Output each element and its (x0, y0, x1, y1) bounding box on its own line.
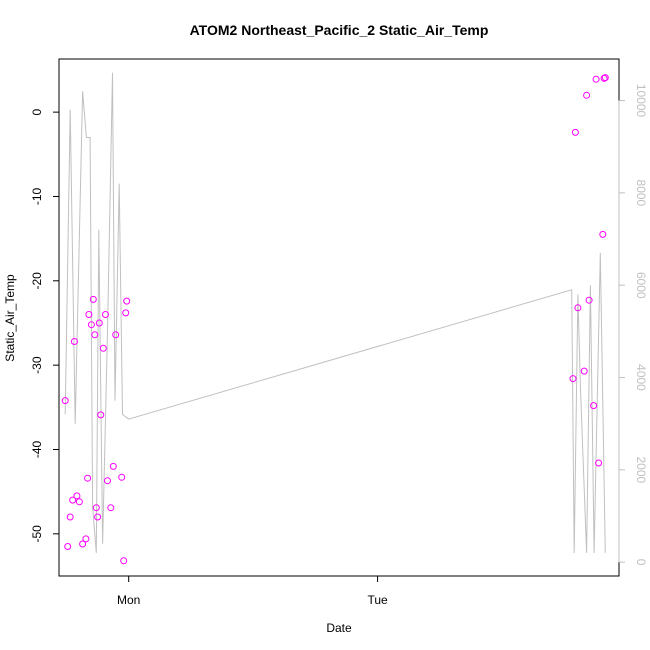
y2-tick-label: 8000 (634, 180, 648, 207)
data-point (64, 543, 72, 550)
y-tick-label: -20 (30, 272, 44, 290)
x-tick-label: Mon (117, 593, 140, 607)
y2-tick-label: 4000 (634, 364, 648, 391)
y-tick-label: -40 (30, 440, 44, 458)
data-point (91, 331, 99, 339)
data-point (120, 557, 128, 565)
data-point (69, 496, 77, 504)
data-point (123, 297, 131, 305)
data-point (592, 75, 600, 83)
chart-title: ATOM2 Northeast_Pacific_2 Static_Air_Tem… (190, 22, 489, 38)
data-point (601, 74, 609, 82)
data-point (590, 402, 598, 410)
axes: 0 -10 -20 -30 -40 -50 0 2000 4000 6000 8000 10000 Mo… (30, 84, 648, 607)
data-point (84, 474, 92, 482)
data-point (580, 367, 588, 375)
data-point (122, 309, 130, 317)
data-point (109, 462, 117, 470)
data-point (66, 513, 74, 521)
y2-tick-label: 10000 (634, 84, 648, 118)
data-point (87, 321, 95, 329)
data-point (73, 492, 81, 500)
data-point (118, 473, 126, 481)
data-point (585, 296, 593, 304)
y-tick-label: -50 (30, 525, 44, 543)
y-tick-label: -30 (30, 356, 44, 374)
data-point (95, 319, 103, 327)
data-point (599, 230, 607, 238)
data-point (99, 344, 107, 352)
data-point (97, 411, 105, 419)
y-axis-label: Static_Air_Temp (3, 274, 17, 362)
series-line (64, 72, 606, 553)
plot-area (58, 58, 620, 577)
data-point (112, 331, 120, 339)
y2-tick-label: 6000 (634, 272, 648, 299)
data-point (583, 91, 591, 99)
data-point (574, 304, 582, 312)
data-layer (61, 72, 609, 565)
data-point (569, 375, 577, 383)
data-point (94, 513, 102, 521)
data-point (85, 311, 93, 318)
data-point (600, 74, 608, 82)
data-point (75, 498, 83, 506)
data-point (89, 295, 97, 303)
data-point (79, 540, 87, 548)
x-tick-label: Tue (367, 593, 388, 607)
y2-tick-label: 2000 (634, 456, 648, 483)
data-point (571, 128, 579, 136)
x-axis-label: Date (326, 621, 352, 635)
y-tick-label: 0 (30, 108, 44, 115)
data-point (61, 397, 69, 405)
data-point (595, 459, 603, 467)
data-point (104, 477, 111, 485)
data-point (70, 338, 78, 345)
data-point (107, 504, 115, 512)
data-point (92, 504, 100, 512)
y-tick-label: -10 (30, 187, 44, 205)
data-point (82, 535, 90, 543)
data-point (102, 311, 109, 318)
y2-tick-label: 0 (634, 559, 648, 566)
